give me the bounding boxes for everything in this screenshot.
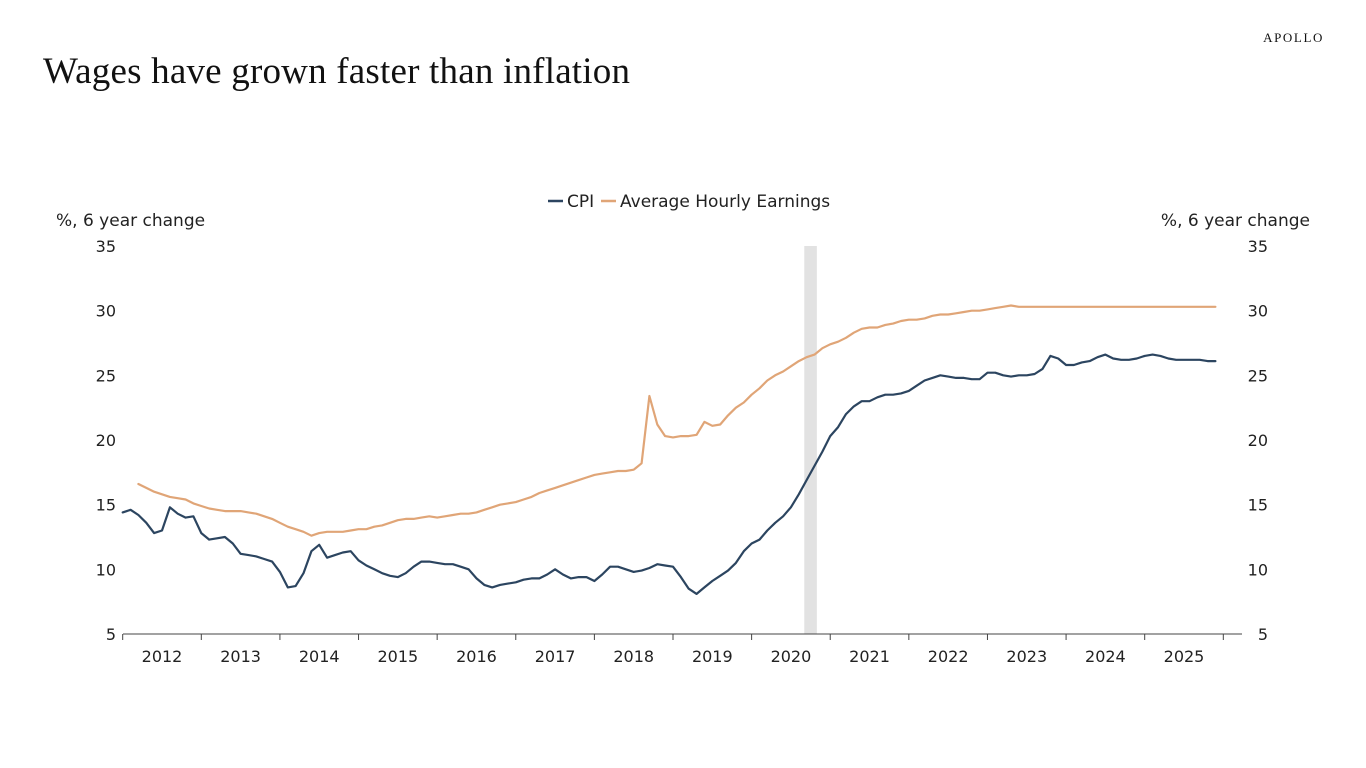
x-tick-label: 2012 — [142, 647, 183, 666]
y-tick-label-left: 15 — [96, 496, 116, 515]
legend-label-cpi: CPI — [567, 192, 594, 212]
y-tick-label-left: 20 — [96, 431, 116, 450]
recession-band-layer — [804, 246, 817, 634]
y-tick-label-right: 30 — [1248, 302, 1268, 321]
y-axis-left-label: %, 6 year change — [56, 211, 205, 231]
y-tick-label-left: 35 — [96, 237, 116, 256]
recession-band — [804, 246, 817, 634]
x-tick-label: 2020 — [771, 647, 812, 666]
x-tick-label: 2017 — [535, 647, 576, 666]
brand-logo: APOLLO — [1263, 30, 1324, 45]
y-tick-label-right: 20 — [1248, 431, 1268, 450]
y-tick-label-right: 35 — [1248, 237, 1268, 256]
legend: CPI Average Hourly Earnings — [548, 192, 830, 212]
x-tick-label: 2021 — [849, 647, 890, 666]
y-tick-label-left: 25 — [96, 366, 116, 385]
y-tick-label-right: 10 — [1248, 560, 1268, 579]
series-line-cpi — [121, 353, 1217, 596]
y-tick-label-right: 5 — [1258, 625, 1268, 644]
x-tick-label: 2013 — [220, 647, 261, 666]
page-title: Wages have grown faster than inflation — [43, 51, 631, 92]
y-tick-label-right: 25 — [1248, 366, 1268, 385]
x-tick-label: 2018 — [613, 647, 654, 666]
x-tick-label: 2022 — [928, 647, 969, 666]
x-tick-label: 2025 — [1164, 647, 1205, 666]
x-tick-label: 2024 — [1085, 647, 1126, 666]
y-tick-label-left: 5 — [106, 625, 116, 644]
x-tick-label: 2015 — [377, 647, 418, 666]
series-layer — [121, 304, 1217, 596]
x-tick-label: 2023 — [1006, 647, 1047, 666]
x-tick-label: 2016 — [456, 647, 497, 666]
y-tick-label-right: 15 — [1248, 496, 1268, 515]
y-axis-right-label: %, 6 year change — [1161, 211, 1310, 231]
axis-layer: 2012 2013 2014 2015 2016 2017 2018 2019 2020 2021… — [96, 237, 1268, 666]
series-line-ahe — [137, 304, 1217, 537]
y-tick-label-left: 10 — [96, 560, 116, 579]
x-tick-label: 2019 — [692, 647, 733, 666]
x-tick-label: 2014 — [299, 647, 340, 666]
legend-label-ahe: Average Hourly Earnings — [620, 192, 830, 212]
y-tick-label-left: 30 — [96, 302, 116, 321]
